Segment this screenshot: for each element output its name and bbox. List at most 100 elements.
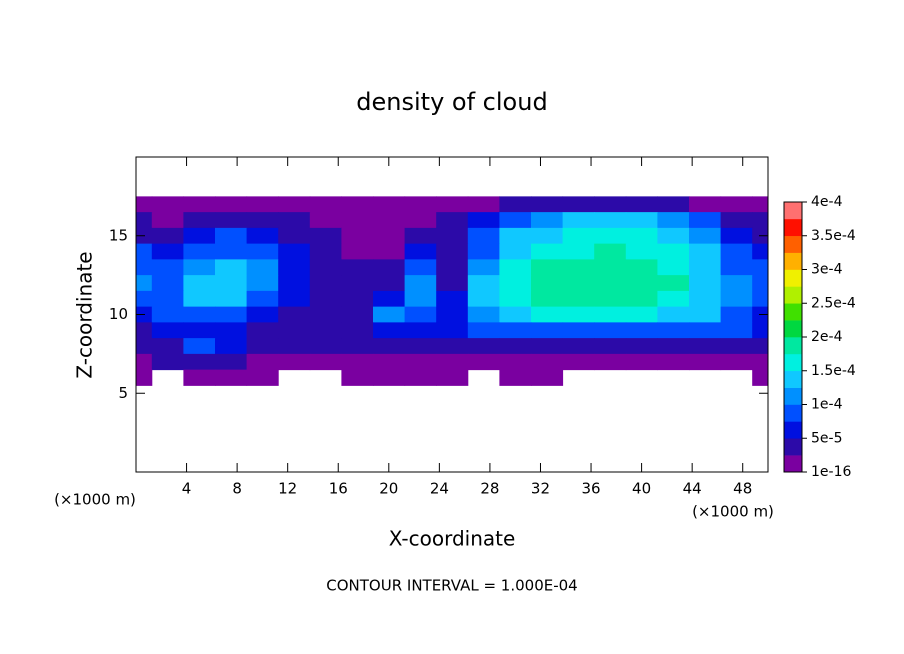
cell <box>436 290 469 308</box>
cell <box>404 306 437 323</box>
cell <box>594 338 627 355</box>
cell <box>183 227 216 245</box>
cell <box>341 322 374 339</box>
cell <box>436 353 469 371</box>
cell <box>215 275 248 292</box>
cell <box>531 306 564 323</box>
cell <box>720 322 753 339</box>
cell <box>136 290 153 308</box>
cell <box>404 338 437 355</box>
cell <box>183 259 216 276</box>
cell <box>341 306 374 323</box>
cell <box>215 212 248 229</box>
cell <box>246 227 279 245</box>
cell <box>562 243 595 260</box>
cell <box>467 322 500 339</box>
cell <box>752 212 768 229</box>
cell <box>341 353 374 371</box>
cell <box>151 243 184 260</box>
x-tick-label: 4 <box>182 480 192 498</box>
colorbar-tick-label: 4e-4 <box>811 194 843 210</box>
colorbar-swatch <box>784 421 802 439</box>
cell <box>752 290 768 308</box>
cell <box>689 290 722 308</box>
cell <box>625 196 658 213</box>
cell <box>467 306 500 323</box>
cell <box>373 353 406 371</box>
cell <box>404 369 437 386</box>
x-tick-label: 8 <box>232 480 242 498</box>
colorbar-tick-label: 3e-4 <box>811 262 843 278</box>
cell <box>151 290 184 308</box>
cell <box>499 306 532 323</box>
cell <box>215 243 248 260</box>
cell <box>373 259 406 276</box>
cell <box>404 322 437 339</box>
cell <box>341 243 374 260</box>
cell <box>562 353 595 371</box>
cell <box>278 212 311 229</box>
cell <box>436 243 469 260</box>
cell <box>467 338 500 355</box>
colorbar-swatch <box>784 235 802 253</box>
cell <box>689 259 722 276</box>
cell <box>689 227 722 245</box>
cell <box>246 290 279 308</box>
cell <box>373 322 406 339</box>
cell <box>531 227 564 245</box>
cell <box>467 353 500 371</box>
cell <box>373 290 406 308</box>
cell <box>341 196 374 213</box>
cell <box>373 275 406 292</box>
cell <box>309 338 342 355</box>
cell <box>689 196 722 213</box>
cell <box>689 275 722 292</box>
cell <box>689 353 722 371</box>
cell <box>752 322 768 339</box>
cell <box>183 353 216 371</box>
cell <box>594 290 627 308</box>
cell <box>594 243 627 260</box>
cell <box>562 290 595 308</box>
cell <box>436 259 469 276</box>
colorbar-swatch <box>784 269 802 287</box>
cell <box>436 369 469 386</box>
cell <box>499 338 532 355</box>
cell <box>594 275 627 292</box>
x-tick-label: 24 <box>430 480 449 498</box>
colorbar-swatch <box>784 320 802 338</box>
cell <box>657 243 690 260</box>
cell <box>752 243 768 260</box>
cell <box>625 290 658 308</box>
cell <box>373 369 406 386</box>
colorbar-swatch <box>784 252 802 270</box>
cell <box>215 306 248 323</box>
cell <box>720 290 753 308</box>
cell <box>720 196 753 213</box>
cell <box>499 212 532 229</box>
cell <box>467 227 500 245</box>
cell <box>309 306 342 323</box>
cell <box>594 212 627 229</box>
cell <box>436 322 469 339</box>
colorbar-swatch <box>784 370 802 388</box>
cell <box>657 196 690 213</box>
cell <box>183 243 216 260</box>
cell <box>752 259 768 276</box>
cell <box>404 227 437 245</box>
cell <box>246 196 279 213</box>
y-tick-label: 15 <box>109 226 128 244</box>
x-tick-label: 20 <box>379 480 398 498</box>
cell <box>278 275 311 292</box>
cell <box>341 275 374 292</box>
cell <box>436 212 469 229</box>
cell <box>657 338 690 355</box>
cell <box>183 196 216 213</box>
cell <box>594 196 627 213</box>
cell <box>151 212 184 229</box>
cell <box>467 243 500 260</box>
cell <box>404 243 437 260</box>
colorbar-swatch <box>784 353 802 372</box>
cell <box>657 322 690 339</box>
